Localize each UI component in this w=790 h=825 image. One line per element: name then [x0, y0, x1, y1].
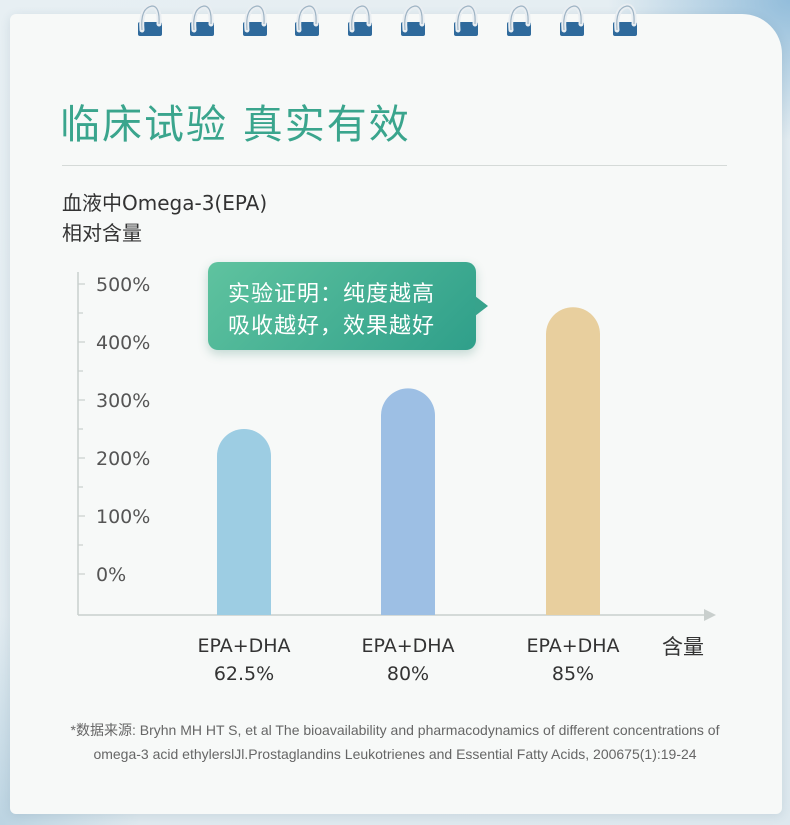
x-axis-title: 含量	[662, 635, 704, 659]
binder-ring	[613, 3, 637, 36]
y-axis-label: 血液中Omega-3(EPA) 相对含量	[62, 188, 322, 248]
x-axis-arrow	[704, 609, 716, 621]
x-category-label: EPA+DHA	[197, 635, 290, 657]
footnote-line-1: *数据来源: Bryhn MH HT S, et al The bioavail…	[70, 722, 720, 738]
y-tick-label: 200%	[96, 448, 150, 470]
binder-ring	[507, 3, 531, 36]
conclusion-callout: 实验证明：纯度越高 吸收越好，效果越好	[208, 262, 488, 350]
y-axis-label-line-1: 血液中Omega-3(EPA)	[62, 191, 268, 215]
x-category-label: 62.5%	[214, 663, 274, 685]
bar-2	[381, 388, 435, 615]
x-category-label: 80%	[387, 663, 429, 685]
y-axis-label-line-2: 相对含量	[62, 221, 142, 245]
y-tick-label: 0%	[96, 564, 126, 586]
callout-line-1: 实验证明：纯度越高	[228, 282, 436, 307]
y-tick-label: 300%	[96, 390, 150, 412]
binder-ring	[243, 3, 267, 36]
y-tick-label: 400%	[96, 332, 150, 354]
footnote-line-2: omega-3 acid ethylerslJl.Prostaglandins …	[93, 746, 697, 762]
binder-ring	[560, 3, 584, 36]
binder-ring	[454, 3, 478, 36]
x-category-label: EPA+DHA	[526, 635, 619, 657]
bar-1	[217, 429, 271, 615]
binder-ring	[348, 3, 372, 36]
callout-line-2: 吸收越好，效果越好	[228, 314, 436, 339]
binder-ring	[138, 3, 162, 36]
bar-3	[546, 307, 600, 615]
x-category-label: 85%	[552, 663, 594, 685]
y-tick-label: 100%	[96, 506, 150, 528]
title-divider	[62, 165, 727, 166]
page-title: 临床试验 真实有效	[60, 102, 411, 148]
x-category-label: EPA+DHA	[361, 635, 454, 657]
binder-ring	[190, 3, 214, 36]
binder-ring	[401, 3, 425, 36]
binder-rings	[138, 3, 637, 36]
data-source-footnote: *数据来源: Bryhn MH HT S, et al The bioavail…	[20, 718, 770, 766]
y-tick-label: 500%	[96, 274, 150, 296]
binder-ring	[295, 3, 319, 36]
